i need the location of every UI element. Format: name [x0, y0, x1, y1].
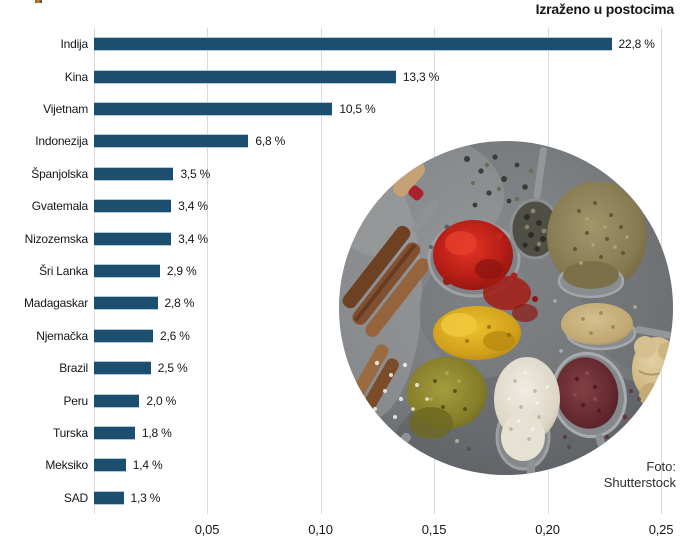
bar-row: Peru 2,0 % [0, 384, 681, 416]
country-label: Šri Lanka [39, 263, 88, 278]
bar-value-label: 13,3 % [402, 69, 440, 84]
bar-value-label: 1,3 % [130, 490, 161, 505]
bar-row: Vijetnam 10,5 % [0, 93, 681, 125]
bar-row: Španjolska 3,5 % [0, 158, 681, 190]
country-label: Meksiko [45, 458, 88, 473]
bar [94, 490, 124, 505]
spices-photo-illustration [339, 141, 673, 475]
country-label: SAD [63, 490, 88, 505]
bar-value-label: 22,8 % [618, 37, 655, 52]
x-axis-tick-label: 0,15 [421, 522, 447, 537]
bar-value-label: 2,8 % [164, 296, 195, 311]
bar-row: Madagaskar 2,8 % [0, 287, 681, 319]
country-label: Peru [63, 393, 88, 408]
bar-value-label: 2,9 % [166, 263, 197, 278]
bar [94, 296, 158, 311]
bar-value-label: 1,4 % [132, 458, 163, 473]
gridline [207, 28, 208, 514]
bar-value-label: 2,5 % [157, 361, 188, 376]
gridline [320, 28, 322, 514]
bar-value-label: 6,8 % [255, 134, 286, 149]
bar-value-label: 2,0 % [146, 393, 177, 408]
bar [94, 328, 154, 343]
bar-row: Brazil 2,5 % [0, 352, 681, 384]
x-axis-tick-label: 0,10 [308, 522, 333, 537]
bar [94, 361, 151, 376]
country-label: Nizozemska [24, 231, 89, 246]
country-label: Španjolska [31, 166, 88, 181]
photo-credit: Foto: Shutterstock [604, 459, 676, 491]
x-axis-tick-label: 0,25 [648, 522, 674, 537]
bar [94, 37, 612, 52]
bar-row: Turska 1,8 % [0, 417, 681, 449]
bar-row: Indija 22,8 % [0, 28, 681, 60]
bar [94, 101, 333, 116]
x-axis-tick-label: 0,05 [194, 522, 220, 537]
bar-value-label: 3,4 % [178, 231, 208, 246]
bar [94, 231, 172, 246]
x-axis-tick-label: 0,20 [535, 522, 560, 537]
bar-row: Njemačka 2,6 % [0, 320, 681, 352]
bar [94, 134, 249, 149]
bar [94, 458, 126, 473]
country-label: Gvatemala [31, 199, 88, 214]
bar-value-label: 2,6 % [160, 328, 190, 343]
bar-row: Kina 13,3 % [0, 60, 681, 92]
country-label: Njemačka [36, 328, 88, 343]
bar [94, 199, 172, 214]
spices-photo [339, 141, 673, 475]
bar [94, 166, 174, 181]
bar-row: Šri Lanka 2,9 % [0, 255, 681, 287]
country-label: Kina [64, 69, 88, 84]
bar-value-label: 1,8 % [141, 425, 172, 440]
bar-row: Meksiko 1,4 % [0, 449, 681, 481]
bar-row: Gvatemala 3,4 % [0, 190, 681, 222]
bar-value-label: 10,5 % [339, 101, 376, 116]
bar-row: SAD 1,3 % [0, 482, 681, 514]
bar [94, 263, 160, 278]
bar-value-label: 3,4 % [178, 199, 208, 214]
chart-title: Izraženo u postocima [535, 1, 675, 17]
bar [94, 393, 140, 408]
photo-credit-label: Foto: [646, 459, 676, 474]
cropped-edge-artifact [35, 0, 42, 3]
country-label: Madagaskar [23, 296, 88, 311]
photo-credit-source: Shutterstock [603, 475, 676, 490]
bar-value-label: 3,5 % [180, 166, 211, 181]
bar [94, 69, 396, 84]
bar-row: Indonezija 6,8 % [0, 125, 681, 157]
country-label: Indija [60, 37, 89, 52]
bar-row: Nizozemska 3,4 % [0, 222, 681, 254]
country-label: Indonezija [35, 134, 88, 149]
bar [94, 425, 135, 440]
country-label: Brazil [59, 361, 88, 376]
country-label: Vijetnam [43, 101, 88, 116]
country-label: Turska [52, 425, 88, 440]
